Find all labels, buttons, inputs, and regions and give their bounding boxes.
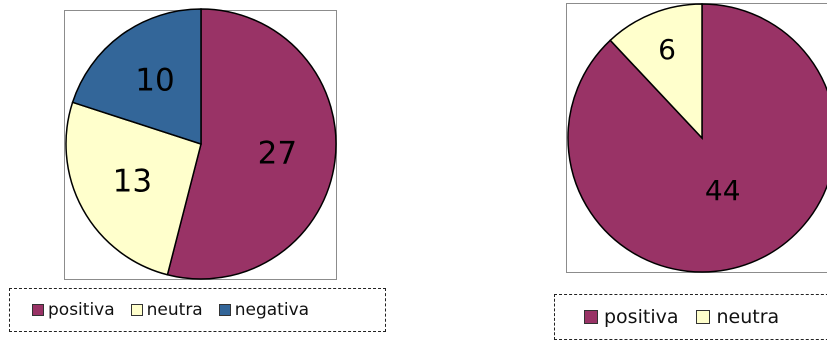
plot-area-chart-2: 44 6 [566, 3, 827, 273]
legend-item-negativa: negativa [218, 300, 310, 320]
legend-swatch-positiva [32, 304, 44, 316]
legend-swatch-neutra [696, 310, 711, 324]
data-label-positiva: 27 [258, 136, 297, 172]
plot-area-chart-1: 27 13 10 [64, 8, 337, 280]
legend-swatch-negativa [218, 304, 231, 316]
legend-item-neutra: neutra [130, 300, 203, 320]
legend-label-negativa: negativa [234, 300, 310, 320]
pie-slice-negativa [71, 8, 202, 146]
legend-label-neutra: neutra [146, 300, 203, 320]
legend-chart-2: positiva neutra [554, 294, 827, 340]
pie-chart-2: 44 6 [567, 3, 827, 273]
data-label-neutra: 13 [113, 164, 152, 200]
pie-slice-positiva [567, 3, 827, 273]
legend-chart-1: positiva neutra negativa [9, 288, 386, 332]
legend-label-positiva: positiva [604, 306, 679, 328]
legend-item-positiva: positiva [584, 306, 678, 328]
legend-label-positiva: positiva [48, 300, 115, 320]
data-label-neutra: 6 [658, 33, 676, 66]
legend-item-positiva: positiva [32, 300, 115, 320]
pie-slice-neutra [609, 3, 703, 140]
data-label-positiva: 44 [705, 174, 741, 207]
legend-item-neutra: neutra [696, 306, 779, 328]
pie-slice-neutra [65, 101, 202, 276]
pie-chart-1: 27 13 10 [65, 8, 337, 280]
data-label-negativa: 10 [135, 63, 174, 99]
legend-label-neutra: neutra [716, 306, 780, 328]
pie-slice-positiva [166, 8, 337, 280]
legend-swatch-positiva [584, 310, 598, 324]
legend-swatch-neutra [130, 304, 143, 316]
